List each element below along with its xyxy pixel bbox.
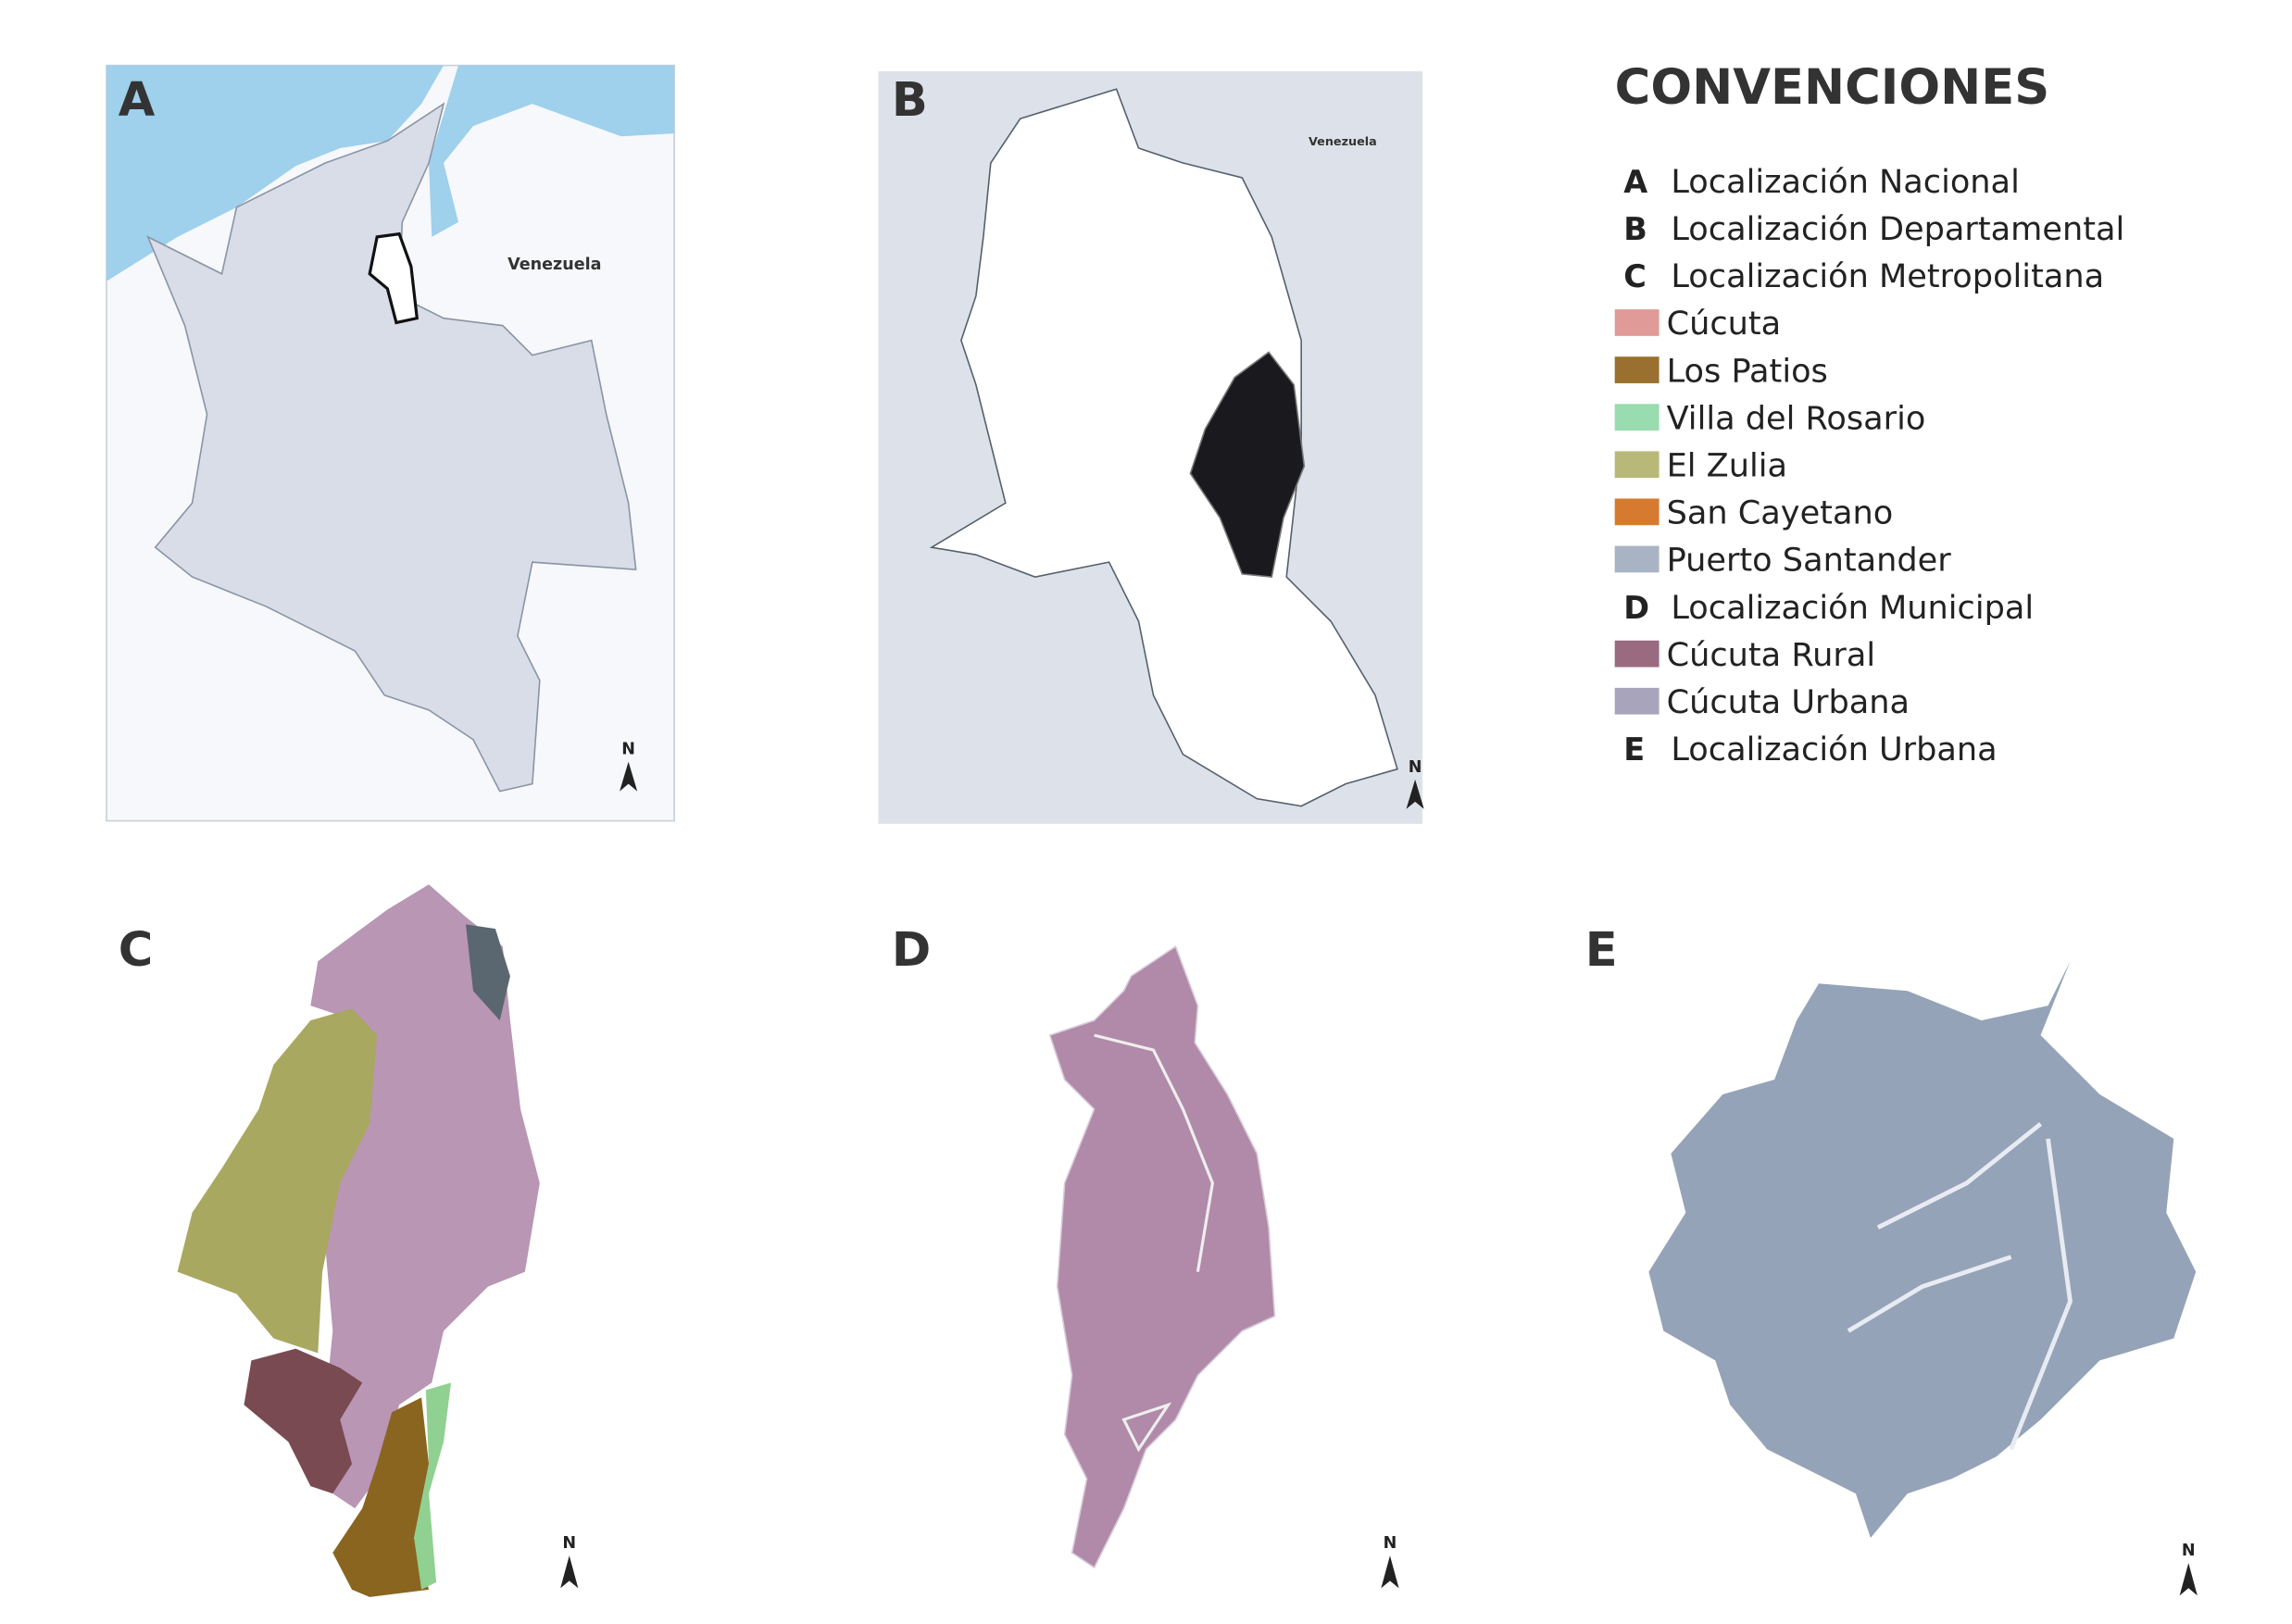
- legend-label: Localización Metropolitana: [1671, 257, 2104, 295]
- panel-label: A: [119, 73, 156, 128]
- north-arrow: [2179, 1563, 2198, 1596]
- panel-a: A Venezuela N: [106, 64, 675, 822]
- legend-label: Cúcuta Rural: [1667, 636, 1876, 674]
- panel-label: D: [892, 923, 931, 978]
- north-label: N: [621, 741, 635, 759]
- legend-label: San Cayetano: [1667, 494, 1894, 532]
- municipality-shape: [1048, 945, 1276, 1569]
- panel-b: B Venezuela N: [878, 71, 1424, 824]
- legend-label: El Zulia: [1667, 447, 1787, 485]
- legend-swatch: [1614, 640, 1660, 668]
- legend-label: Localización Departamental: [1671, 210, 2124, 248]
- north-arrow: [560, 1555, 579, 1589]
- legend-label: Localización Municipal: [1671, 589, 2034, 627]
- legend-label: Los Patios: [1667, 352, 1828, 390]
- legend-swatch: [1614, 451, 1660, 479]
- north-arrow: [1381, 1555, 1399, 1589]
- metro-area: [1189, 351, 1306, 578]
- legend-label: Cúcuta: [1667, 305, 1782, 343]
- north-label: N: [562, 1534, 576, 1553]
- north-arrow: [1406, 779, 1424, 809]
- legend-swatch: [1614, 498, 1660, 526]
- boundary-lines: [1847, 1122, 2073, 1451]
- boundary-lines: [1094, 1033, 1215, 1453]
- san-cayetano-area: [244, 1348, 363, 1494]
- el-zulia-area: [177, 1008, 378, 1354]
- legend-key: B: [1623, 211, 1647, 247]
- legend-label: Localización Urbana: [1671, 731, 1997, 768]
- legend: CONVENCIONES A Localización Nacional B Loca…: [1614, 59, 2124, 768]
- panel-label: E: [1585, 923, 1618, 978]
- legend-swatch: [1614, 545, 1660, 573]
- villa-del-rosario-area: [414, 1382, 452, 1590]
- legend-label: Villa del Rosario: [1667, 399, 1926, 437]
- sea: [429, 65, 675, 237]
- legend-label: Cúcuta Urbana: [1667, 683, 1910, 721]
- legend-label: Puerto Santander: [1667, 542, 1952, 580]
- legend-swatch: [1614, 687, 1660, 715]
- legend-key: E: [1623, 731, 1645, 768]
- sea: [106, 65, 445, 281]
- panel-c: C N: [119, 884, 579, 1597]
- legend-swatch: [1614, 309, 1660, 336]
- north-label: N: [1384, 1534, 1397, 1553]
- department-outline: [368, 231, 420, 325]
- legend-key: C: [1623, 258, 1647, 294]
- panel-d: D N: [892, 923, 1399, 1589]
- panel-e: E N: [1585, 923, 2198, 1596]
- panel-label: C: [119, 923, 153, 978]
- los-patios-area: [332, 1397, 430, 1597]
- north-label: N: [1409, 758, 1422, 777]
- legend-swatch: [1614, 404, 1660, 431]
- legend-title: CONVENCIONES: [1615, 59, 2050, 116]
- panel-label: B: [892, 73, 928, 128]
- legend-swatch: [1614, 356, 1660, 383]
- department-shape: [929, 88, 1398, 807]
- country-shape: [146, 102, 637, 793]
- place-label: Venezuela: [1309, 135, 1377, 149]
- place-label: Venezuela: [507, 256, 601, 274]
- legend-key: D: [1623, 590, 1649, 626]
- legend-key: A: [1623, 164, 1647, 200]
- north-arrow: [620, 761, 638, 792]
- north-label: N: [2182, 1542, 2196, 1560]
- legend-label: Localización Nacional: [1671, 163, 2019, 201]
- puerto-santander-area: [465, 924, 510, 1021]
- urban-shape: [1648, 961, 2197, 1539]
